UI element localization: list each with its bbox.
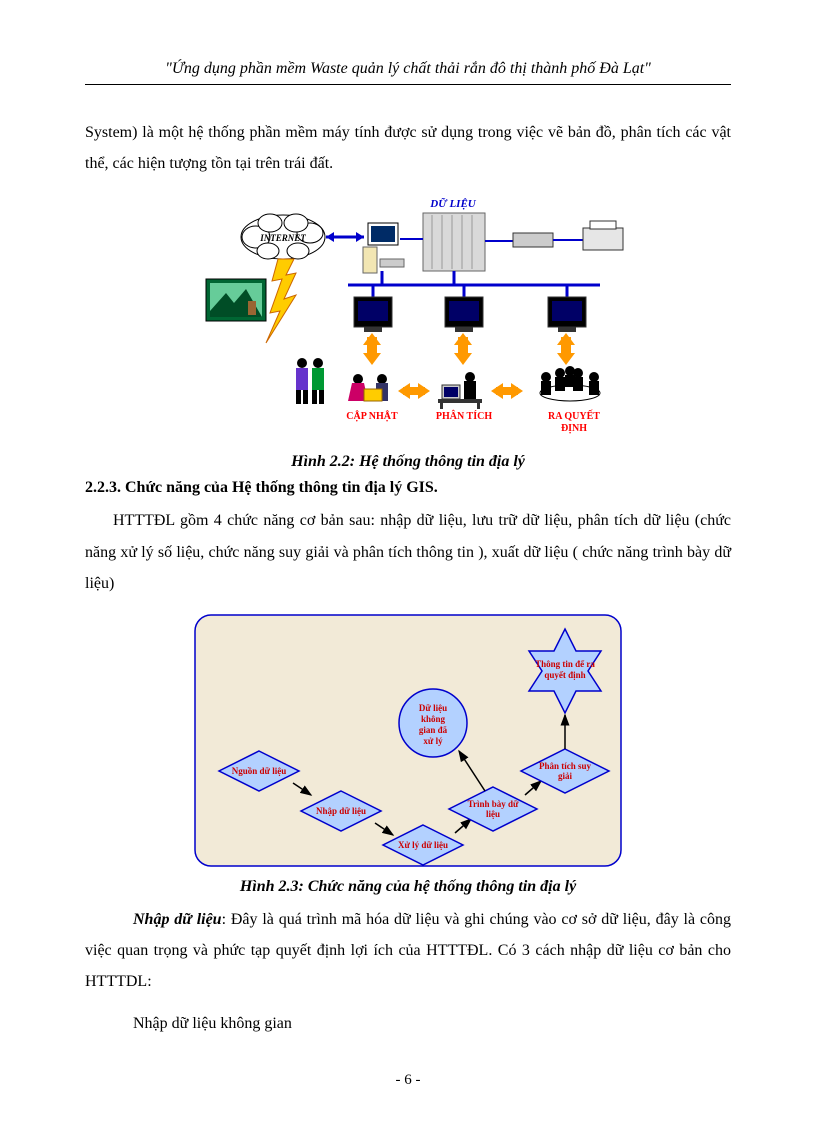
- update-label: CẬP NHẬT: [346, 409, 398, 422]
- orange-arrow-icon: [454, 333, 472, 365]
- internet-cloud: INTERNET: [241, 214, 325, 259]
- analyze-label: PHÂN TÍCH: [436, 410, 492, 422]
- paragraph-spatial-input: Nhập dữ liệu không gian: [85, 1008, 731, 1039]
- figure-2-2: DỮ LIỆU: [85, 193, 731, 443]
- svg-text:Nhập dữ liệu: Nhập dữ liệu: [316, 806, 366, 816]
- svg-text:xử lý: xử lý: [423, 736, 443, 746]
- page-header-title: "Ứng dụng phần mềm Waste quản lý chất th…: [85, 60, 731, 78]
- page-number: - 6 -: [0, 1072, 816, 1089]
- svg-text:Trình bày dữ: Trình bày dữ: [468, 799, 519, 809]
- figure-2-2-caption: Hình 2.2: Hệ thống thông tin địa lý: [85, 453, 731, 471]
- map-image-icon: [206, 279, 266, 321]
- monitor-icon: [548, 285, 586, 332]
- double-arrow-icon: [326, 232, 364, 242]
- svg-text:Xử lý dữ liệu: Xử lý dữ liệu: [398, 840, 448, 850]
- term-nhap-du-lieu: Nhập dữ liệu: [133, 911, 222, 928]
- svg-text:gian đã: gian đã: [419, 725, 448, 735]
- svg-text:INTERNET: INTERNET: [259, 233, 306, 243]
- svg-text:Phân tích suy: Phân tích suy: [539, 761, 592, 771]
- header-rule: [85, 84, 731, 85]
- node-spatial-data: Dữ liệu không gian đã xử lý: [399, 689, 467, 757]
- update-group-icon: [348, 374, 388, 401]
- orange-arrow-h-icon: [398, 383, 430, 399]
- paragraph-functions: HTTTĐL gồm 4 chức năng cơ bản sau: nhập …: [85, 505, 731, 599]
- gis-functions-flowchart: Nguồn dữ liệu Nhập dữ liệu Xử lý dữ liệu: [193, 613, 623, 868]
- svg-text:Nguồn dữ liệu: Nguồn dữ liệu: [232, 766, 286, 776]
- gis-network-diagram: DỮ LIỆU: [168, 193, 648, 443]
- decide-label-2: ĐỊNH: [561, 423, 587, 434]
- svg-text:Thông tin để ra: Thông tin để ra: [535, 659, 595, 669]
- svg-text:Dữ liệu: Dữ liệu: [419, 703, 447, 713]
- svg-text:giải: giải: [558, 771, 573, 781]
- paragraph-input-data: Nhập dữ liệu: Đây là quá trình mã hóa dữ…: [85, 904, 731, 998]
- figure-2-3: Nguồn dữ liệu Nhập dữ liệu Xử lý dữ liệu: [85, 613, 731, 868]
- router-icon: [513, 233, 553, 247]
- analyze-group-icon: [438, 372, 482, 409]
- orange-arrow-h-icon: [491, 383, 523, 399]
- data-label: DỮ LIỆU: [429, 197, 477, 210]
- monitor-icon: [354, 285, 392, 332]
- orange-arrow-icon: [363, 333, 381, 365]
- svg-text:không: không: [421, 714, 446, 724]
- people-pair-icon: [296, 358, 324, 404]
- svg-text:liệu: liệu: [486, 809, 500, 819]
- decision-group-icon: [540, 366, 600, 401]
- figure-2-3-caption: Hình 2.3: Chức năng của hệ thống thông t…: [85, 878, 731, 896]
- decide-label-1: RA QUYẾT: [548, 409, 600, 422]
- lightning-icon: [266, 259, 296, 343]
- printer-icon: [583, 221, 623, 250]
- orange-arrow-icon: [557, 333, 575, 365]
- paragraph-intro: System) là một hệ thống phần mềm máy tín…: [85, 117, 731, 179]
- svg-text:quyết định: quyết định: [544, 670, 585, 680]
- section-2-2-3-heading: 2.2.3. Chức năng của Hệ thống thông tin …: [85, 479, 731, 497]
- server-icon: [423, 213, 485, 271]
- pc-icon: [363, 223, 404, 273]
- monitor-icon: [445, 285, 483, 332]
